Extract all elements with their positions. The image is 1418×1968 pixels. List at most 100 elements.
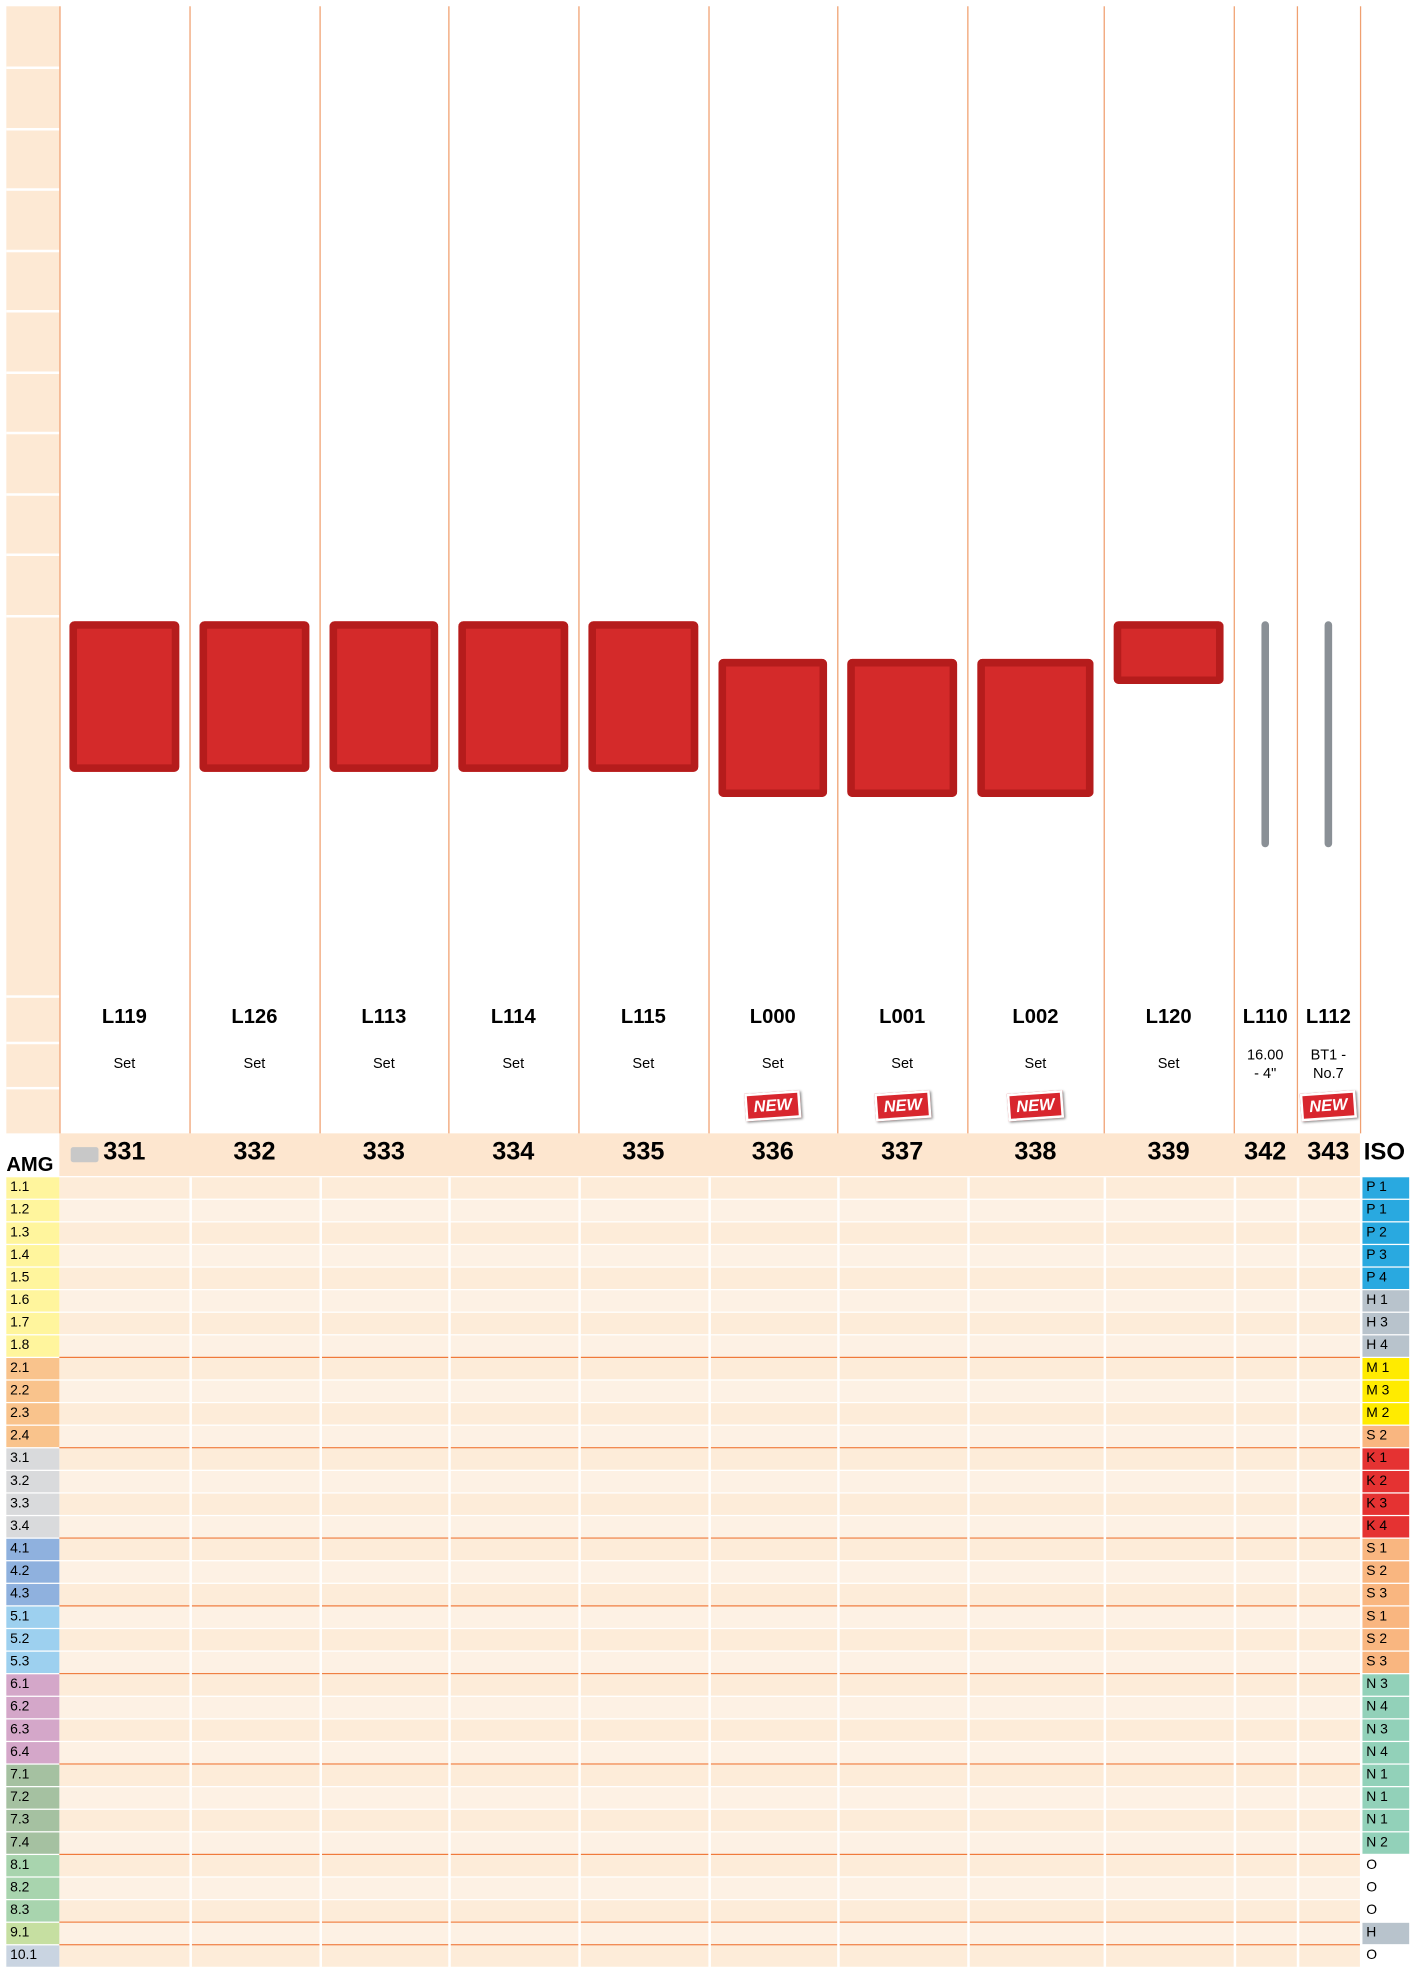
iso-cell: N 4: [1362, 1697, 1409, 1718]
table-column-divider: [189, 1177, 192, 1968]
product-code: L115: [578, 1007, 708, 1030]
strip-divider: [6, 249, 59, 252]
book-icon: [71, 1147, 99, 1162]
page-number[interactable]: 333: [319, 1138, 448, 1167]
amg-cell: 1.6: [6, 1290, 59, 1311]
product-description: 16.00: [1234, 1047, 1297, 1065]
iso-cell: N 1: [1362, 1810, 1409, 1831]
amg-cell: 2.4: [6, 1426, 59, 1447]
amg-cell: 1.5: [6, 1268, 59, 1289]
strip-divider: [6, 432, 59, 435]
page: AMG ISO 1.1P 11.2P 11.3P 21.4P 31.5P 41.…: [0, 0, 1418, 1968]
product-code: L113: [319, 1007, 448, 1030]
product-description: Set: [448, 1056, 578, 1074]
column-divider: [1104, 6, 1105, 1133]
amg-cell: 4.3: [6, 1584, 59, 1605]
iso-cell: S 3: [1362, 1584, 1409, 1605]
amg-cell: 7.2: [6, 1787, 59, 1808]
product-code: L114: [448, 1007, 578, 1030]
product-description: No.7: [1297, 1066, 1360, 1084]
column-divider: [578, 6, 579, 1133]
product-image: [1114, 621, 1224, 684]
strip-divider: [6, 67, 59, 70]
page-number[interactable]: 335: [578, 1138, 708, 1167]
iso-cell: P 1: [1362, 1200, 1409, 1221]
amg-cell: 6.1: [6, 1674, 59, 1695]
page-number[interactable]: 343: [1297, 1138, 1360, 1167]
page-number[interactable]: 334: [448, 1138, 578, 1167]
product-code: L119: [59, 1007, 189, 1030]
product-image: [69, 621, 179, 772]
column-divider: [837, 6, 838, 1133]
iso-cell: S 2: [1362, 1561, 1409, 1582]
table-column-divider: [1234, 1177, 1237, 1968]
product-description: Set: [319, 1056, 448, 1074]
table-column-divider: [708, 1177, 711, 1968]
iso-cell: K 2: [1362, 1471, 1409, 1492]
amg-cell: 8.1: [6, 1855, 59, 1876]
amg-cell: 3.1: [6, 1448, 59, 1469]
amg-cell: 3.4: [6, 1516, 59, 1537]
product-description: Set: [708, 1056, 837, 1074]
strip-divider: [6, 614, 59, 617]
page-number[interactable]: 337: [837, 1138, 967, 1167]
amg-cell: 2.2: [6, 1381, 59, 1402]
iso-cell: O: [1362, 1945, 1409, 1966]
page-number[interactable]: 332: [189, 1138, 319, 1167]
column-divider: [448, 6, 449, 1133]
amg-cell: 5.1: [6, 1607, 59, 1628]
iso-cell: N 3: [1362, 1674, 1409, 1695]
amg-cell: 6.3: [6, 1719, 59, 1740]
iso-cell: S 1: [1362, 1539, 1409, 1560]
table-column-divider: [1104, 1177, 1107, 1968]
column-divider: [1297, 6, 1298, 1133]
iso-cell: S 2: [1362, 1629, 1409, 1650]
amg-cell: 9.1: [6, 1923, 59, 1944]
iso-cell: N 4: [1362, 1742, 1409, 1763]
table-column-divider: [1297, 1177, 1300, 1968]
strip-divider: [6, 310, 59, 313]
iso-cell: K 4: [1362, 1516, 1409, 1537]
product-code: L126: [189, 1007, 319, 1030]
amg-cell: 8.2: [6, 1878, 59, 1899]
iso-cell: O: [1362, 1900, 1409, 1921]
column-divider: [1360, 6, 1361, 1133]
column-divider: [967, 6, 968, 1133]
page-number[interactable]: 342: [1234, 1138, 1297, 1167]
product-image: [1325, 621, 1333, 847]
product-image: [458, 621, 568, 772]
column-divider: [189, 6, 190, 1133]
amg-cell: 4.1: [6, 1539, 59, 1560]
iso-header: ISO: [1364, 1140, 1405, 1168]
amg-cell: 7.4: [6, 1832, 59, 1853]
iso-cell: O: [1362, 1878, 1409, 1899]
strip-divider: [6, 493, 59, 496]
product-image: [330, 621, 439, 772]
new-badge: NEW: [874, 1090, 931, 1121]
page-number[interactable]: 339: [1104, 1138, 1234, 1167]
iso-cell: N 1: [1362, 1765, 1409, 1786]
product-code: L001: [837, 1007, 967, 1030]
iso-cell: M 2: [1362, 1403, 1409, 1424]
amg-cell: 1.4: [6, 1245, 59, 1266]
column-divider: [319, 6, 320, 1133]
product-description: - 4": [1234, 1066, 1297, 1084]
table-column-divider: [837, 1177, 840, 1968]
table-column-divider: [967, 1177, 970, 1968]
strip-divider: [6, 1087, 59, 1090]
strip-divider: [6, 127, 59, 130]
table-column-divider: [319, 1177, 322, 1968]
catalog-page: AMG ISO 1.1P 11.2P 11.3P 21.4P 31.5P 41.…: [0, 0, 1418, 1968]
product-description: Set: [59, 1056, 189, 1074]
iso-cell: S 3: [1362, 1652, 1409, 1673]
page-number[interactable]: 338: [967, 1138, 1103, 1167]
strip-divider: [6, 371, 59, 374]
iso-cell: H 3: [1362, 1313, 1409, 1334]
amg-cell: 2.1: [6, 1358, 59, 1379]
iso-cell: P 4: [1362, 1268, 1409, 1289]
product-image: [977, 659, 1093, 797]
page-number[interactable]: 336: [708, 1138, 837, 1167]
amg-cell: 5.3: [6, 1652, 59, 1673]
iso-cell: M 3: [1362, 1381, 1409, 1402]
new-badge: NEW: [744, 1090, 801, 1121]
